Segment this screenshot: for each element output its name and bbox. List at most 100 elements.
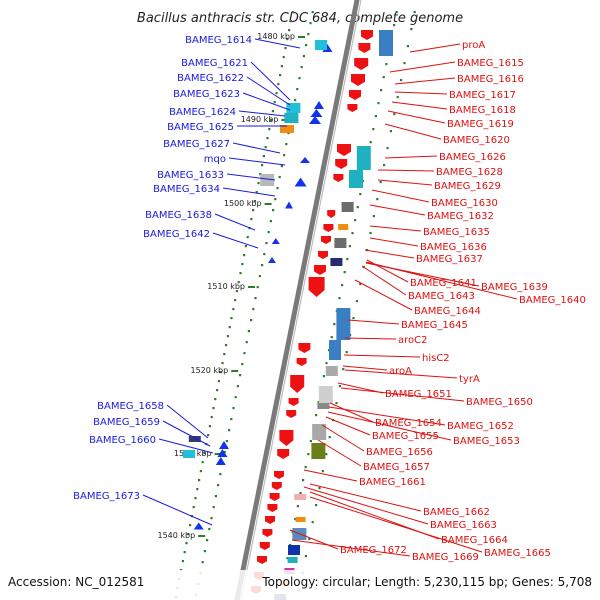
tick-dot — [262, 155, 265, 158]
gene-label-bameg-1616[interactable]: BAMEG_1616 — [457, 74, 524, 85]
reverse-gene-arrow — [335, 159, 348, 169]
gene-block — [379, 30, 393, 56]
gene-label-bameg-1665[interactable]: BAMEG_1665 — [484, 548, 551, 559]
forward-gene-arrow — [217, 449, 228, 457]
tick-dot — [318, 487, 321, 490]
leader-line — [371, 189, 430, 203]
gene-label-bameg-1637[interactable]: BAMEG_1637 — [416, 254, 483, 265]
gene-label-bameg-1641[interactable]: BAMEG_1641 — [410, 278, 477, 289]
gene-label-bameg-1672[interactable]: BAMEG_1672 — [340, 545, 407, 556]
gene-label-bameg-1634[interactable]: BAMEG_1634 — [153, 184, 220, 195]
leader-line — [369, 225, 422, 232]
gene-label-bameg-1620[interactable]: BAMEG_1620 — [443, 135, 510, 146]
gene-label-bameg-1645[interactable]: BAMEG_1645 — [401, 320, 468, 331]
tick-dot — [317, 401, 320, 404]
reverse-gene-arrow — [354, 58, 369, 70]
genome-axis — [234, 0, 362, 600]
gene-label-bameg-1657[interactable]: BAMEG_1657 — [363, 462, 430, 473]
gene-label-bameg-1614[interactable]: BAMEG_1614 — [185, 35, 252, 46]
gene-label-bameg-1628[interactable]: BAMEG_1628 — [436, 167, 503, 178]
gene-label-bameg-1615[interactable]: BAMEG_1615 — [457, 58, 524, 69]
gene-label-bameg-1673[interactable]: BAMEG_1673 — [73, 491, 140, 502]
gene-label-bameg-1656[interactable]: BAMEG_1656 — [366, 447, 433, 458]
tick-dot — [265, 242, 268, 245]
gene-label-bameg-1664[interactable]: BAMEG_1664 — [441, 535, 508, 546]
tick-dot — [294, 518, 297, 521]
tick-dot — [219, 473, 222, 476]
gene-label-bameg-1654[interactable]: BAMEG_1654 — [375, 418, 442, 429]
tick-dot — [285, 143, 288, 146]
gene-label-bameg-1636[interactable]: BAMEG_1636 — [420, 242, 487, 253]
tick-dot — [189, 524, 192, 527]
tick-dot — [216, 389, 219, 392]
gene-label-bameg-1619[interactable]: BAMEG_1619 — [447, 119, 514, 130]
gene-label-bameg-1621[interactable]: BAMEG_1621 — [181, 58, 248, 69]
gene-label-bameg-1669[interactable]: BAMEG_1669 — [412, 552, 479, 563]
accession-text: Accession: NC_012581 — [8, 575, 144, 589]
tick-dot — [217, 380, 220, 383]
reverse-gene-arrow — [361, 30, 373, 40]
tick-dot — [311, 521, 314, 524]
leader-line — [329, 402, 374, 423]
forward-gene-arrow — [314, 101, 324, 109]
gene-block — [183, 450, 195, 458]
gene-label-bameg-1626[interactable]: BAMEG_1626 — [439, 152, 506, 163]
gene-label-bameg-1627[interactable]: BAMEG_1627 — [163, 139, 230, 150]
gene-label-bameg-1661[interactable]: BAMEG_1661 — [359, 477, 426, 488]
tick-dot — [413, 11, 416, 14]
gene-label-bameg-1630[interactable]: BAMEG_1630 — [431, 198, 498, 209]
tick-dot — [245, 341, 248, 344]
gene-label-bameg-1632[interactable]: BAMEG_1632 — [427, 211, 494, 222]
gene-label-bameg-1644[interactable]: BAMEG_1644 — [414, 306, 481, 317]
gene-label-aroa[interactable]: aroA — [389, 366, 412, 377]
gene-label-bameg-1662[interactable]: BAMEG_1662 — [423, 507, 490, 518]
gene-label-tyra[interactable]: tyrA — [459, 374, 480, 385]
gene-label-bameg-1658[interactable]: BAMEG_1658 — [97, 401, 164, 412]
gene-label-proa[interactable]: proA — [462, 40, 485, 51]
reverse-gene-arrow — [337, 144, 351, 156]
tick-dot — [212, 407, 215, 410]
tick-dot — [410, 28, 413, 31]
tick-dot — [277, 83, 280, 86]
tick-dot — [237, 281, 240, 284]
gene-label-bameg-1639[interactable]: BAMEG_1639 — [481, 282, 548, 293]
gene-label-bameg-1622[interactable]: BAMEG_1622 — [177, 73, 244, 84]
gene-label-bameg-1660[interactable]: BAMEG_1660 — [89, 435, 156, 446]
gene-label-bameg-1643[interactable]: BAMEG_1643 — [408, 291, 475, 302]
reverse-gene-arrow — [267, 504, 278, 512]
gene-label-bameg-1653[interactable]: BAMEG_1653 — [453, 436, 520, 447]
gene-label-hisc2[interactable]: hisC2 — [422, 353, 450, 364]
tick-dot — [258, 275, 261, 278]
gene-label-bameg-1651[interactable]: BAMEG_1651 — [385, 389, 452, 400]
reverse-gene-arrow — [318, 251, 328, 259]
gene-label-bameg-1640[interactable]: BAMEG_1640 — [519, 295, 586, 306]
gene-label-bameg-1652[interactable]: BAMEG_1652 — [447, 421, 514, 432]
tick-dot — [208, 425, 211, 428]
gene-label-bameg-1625[interactable]: BAMEG_1625 — [167, 122, 234, 133]
gene-labels: BAMEG_1614 BAMEG_1621 BAMEG_1622 BAMEG_1623… — [73, 35, 586, 563]
gene-label-bameg-1642[interactable]: BAMEG_1642 — [143, 229, 210, 240]
tick-dot — [372, 215, 375, 218]
gene-label-bameg-1638[interactable]: BAMEG_1638 — [145, 210, 212, 221]
gene-label-bameg-1629[interactable]: BAMEG_1629 — [434, 181, 501, 192]
gene-label-bameg-1655[interactable]: BAMEG_1655 — [372, 431, 439, 442]
tick-dot — [400, 79, 403, 82]
reverse-gene-arrow — [298, 343, 311, 353]
tick-dot — [253, 200, 256, 203]
gene-label-aroc2[interactable]: aroC2 — [398, 335, 427, 346]
gene-label-bameg-1624[interactable]: BAMEG_1624 — [169, 107, 236, 118]
tick-dot — [299, 492, 302, 495]
leader-line — [394, 77, 456, 85]
gene-label-bameg-1663[interactable]: BAMEG_1663 — [430, 520, 497, 531]
gene-label-bameg-1635[interactable]: BAMEG_1635 — [423, 227, 490, 238]
gene-label-bameg-1633[interactable]: BAMEG_1633 — [157, 170, 224, 181]
tick-dot — [266, 137, 269, 140]
gene-label-bameg-1659[interactable]: BAMEG_1659 — [93, 417, 160, 428]
gene-label-bameg-1617[interactable]: BAMEG_1617 — [449, 90, 516, 101]
gene-label-mqo[interactable]: mqo — [204, 154, 226, 165]
gene-label-bameg-1623[interactable]: BAMEG_1623 — [173, 89, 240, 100]
gene-label-bameg-1618[interactable]: BAMEG_1618 — [449, 105, 516, 116]
tick-dot — [230, 418, 233, 421]
gene-label-bameg-1650[interactable]: BAMEG_1650 — [466, 397, 533, 408]
gene-block — [336, 308, 351, 340]
